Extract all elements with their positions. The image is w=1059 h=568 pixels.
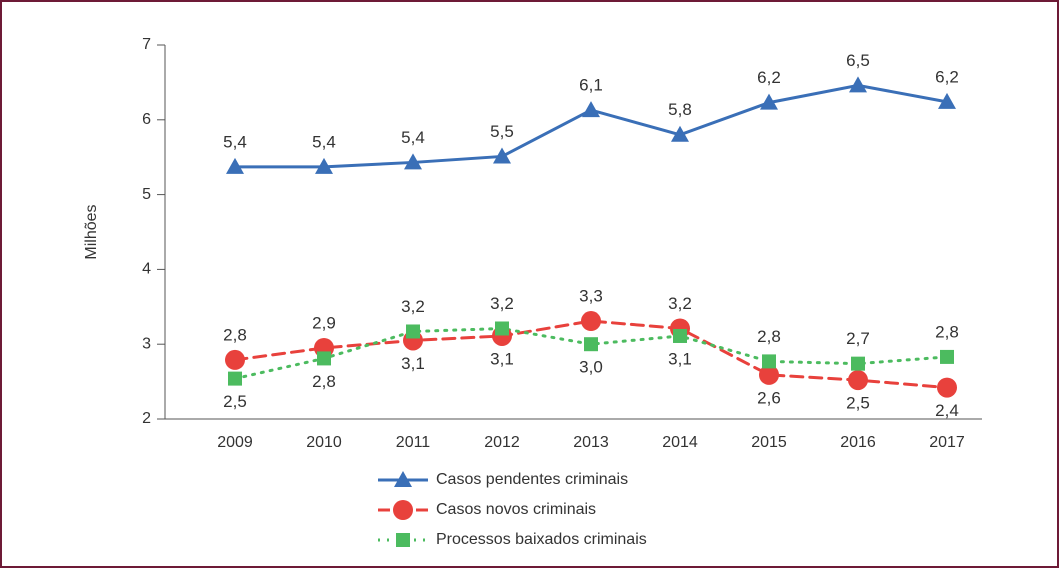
legend-label: Casos pendentes criminais	[436, 471, 628, 488]
data-label: 3,2	[490, 294, 514, 313]
x-tick-label: 2012	[484, 434, 520, 451]
data-label: 6,1	[579, 76, 603, 95]
data-point	[762, 354, 776, 369]
data-label: 2,9	[312, 313, 336, 332]
data-label: 3,1	[668, 349, 692, 368]
y-tick-label: 2	[142, 410, 151, 427]
data-label: 6,2	[757, 68, 781, 87]
x-tick-label: 2010	[306, 434, 342, 451]
data-label: 5,8	[668, 100, 692, 119]
data-point	[851, 356, 865, 371]
y-tick-label: 7	[142, 36, 151, 53]
y-tick-label: 5	[142, 186, 151, 203]
x-tick-label: 2017	[929, 434, 965, 451]
data-label: 6,5	[846, 51, 870, 70]
data-label: 2,8	[757, 327, 781, 346]
data-point	[940, 349, 954, 364]
data-label: 5,4	[312, 132, 336, 151]
data-label: 3,3	[579, 286, 603, 305]
data-point	[495, 321, 509, 336]
legend-marker	[393, 500, 413, 520]
data-label: 3,2	[668, 294, 692, 313]
data-point	[493, 147, 511, 164]
data-point	[581, 311, 601, 332]
data-label: 5,5	[490, 122, 514, 141]
data-point	[228, 371, 242, 386]
data-point	[671, 125, 689, 142]
data-point	[225, 349, 245, 370]
legend-label: Casos novos criminais	[436, 501, 596, 518]
x-tick-label: 2013	[573, 434, 609, 451]
data-label: 3,1	[490, 349, 514, 368]
y-tick-label: 6	[142, 111, 151, 128]
data-point	[673, 328, 687, 343]
series-line	[233, 326, 949, 381]
data-label: 2,4	[935, 401, 959, 420]
data-label: 3,0	[579, 358, 603, 377]
x-tick-label: 2014	[662, 434, 698, 451]
data-point	[760, 93, 778, 110]
data-point	[759, 364, 779, 385]
x-tick-label: 2016	[840, 434, 876, 451]
y-axis-label: Milhões	[83, 204, 100, 259]
data-label: 6,2	[935, 67, 959, 86]
data-point	[938, 92, 956, 109]
x-tick-label: 2015	[751, 434, 787, 451]
data-label: 2,8	[223, 325, 247, 344]
data-label: 2,7	[846, 329, 870, 348]
data-point	[848, 370, 868, 391]
data-point	[315, 157, 333, 174]
data-point	[849, 76, 867, 93]
data-label: 2,6	[757, 388, 781, 407]
data-label: 2,5	[846, 394, 870, 413]
data-point	[406, 324, 420, 339]
data-point	[404, 153, 422, 170]
legend-marker	[394, 471, 412, 487]
x-tick-label: 2009	[217, 434, 253, 451]
data-point	[226, 157, 244, 174]
x-tick-label: 2011	[396, 434, 431, 451]
data-point	[582, 101, 600, 118]
data-label: 3,1	[401, 354, 425, 373]
legend-marker	[396, 533, 410, 547]
data-point	[317, 351, 331, 366]
series-line	[233, 319, 949, 390]
legend-label: Processos baixados criminais	[436, 531, 647, 548]
y-tick-label: 3	[142, 335, 151, 352]
data-label: 2,8	[935, 322, 959, 341]
data-label: 2,5	[223, 392, 247, 411]
data-label: 2,8	[312, 372, 336, 391]
data-point	[584, 337, 598, 352]
data-label: 3,2	[401, 297, 425, 316]
y-tick-label: 4	[142, 261, 151, 278]
data-label: 5,4	[223, 132, 247, 151]
data-point	[937, 377, 957, 398]
series-line	[233, 83, 949, 169]
data-label: 5,4	[401, 128, 425, 147]
